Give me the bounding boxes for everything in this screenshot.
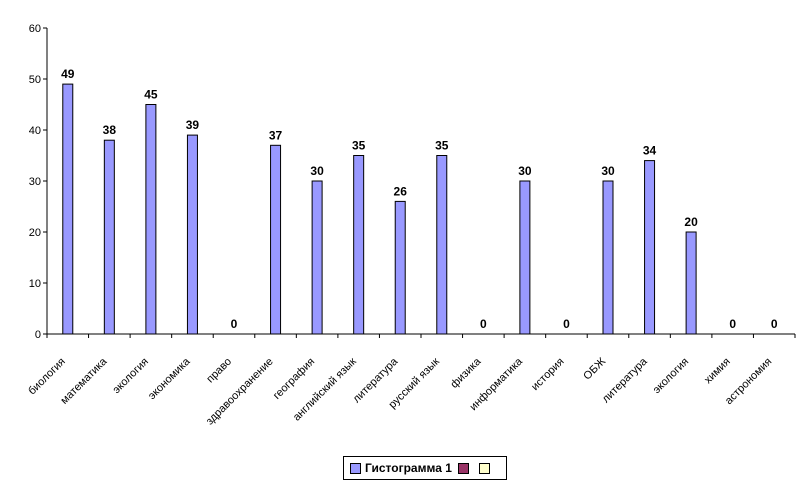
data-label: 0: [231, 317, 238, 331]
bar: [644, 160, 656, 335]
x-category-label: экономика: [146, 355, 193, 402]
legend: Гистограмма 1: [343, 456, 507, 480]
data-label: 34: [643, 144, 657, 158]
x-category-label: экология: [651, 356, 691, 396]
y-tick-label: 40: [29, 125, 41, 137]
data-label: 30: [518, 164, 532, 178]
data-label: 0: [563, 317, 570, 331]
bar: [685, 231, 697, 335]
x-category-label: экология: [111, 356, 151, 396]
y-tick-label: 30: [29, 176, 41, 188]
bar: [311, 180, 323, 335]
legend-swatch-series2: [457, 462, 469, 474]
x-category-label: химия: [702, 356, 733, 387]
data-label: 30: [601, 164, 615, 178]
bar: [394, 200, 406, 335]
data-label: 0: [480, 317, 487, 331]
data-label: 45: [144, 88, 158, 102]
legend-swatch-series1: [350, 462, 361, 474]
data-label: 35: [435, 139, 449, 153]
y-tick-label: 0: [35, 329, 41, 341]
y-axis-ticks: 0 10 20 30 40 50 60: [29, 23, 47, 341]
data-label: 0: [729, 317, 736, 331]
bar: [145, 104, 157, 335]
data-label: 26: [394, 184, 408, 198]
data-label: 38: [103, 123, 117, 137]
x-category-label: история: [529, 356, 566, 393]
y-tick-label: 50: [29, 74, 41, 86]
x-category-label: ОБЖ: [581, 356, 608, 383]
chart-axes: [46, 28, 796, 338]
bar: [270, 144, 282, 335]
bar: [353, 155, 365, 335]
data-label: 37: [269, 128, 283, 142]
data-label: 30: [310, 164, 324, 178]
bar: [519, 180, 531, 335]
y-tick-label: 10: [29, 278, 41, 290]
data-label: 20: [684, 215, 698, 229]
y-tick-label: 20: [29, 227, 41, 239]
data-label: 49: [61, 67, 75, 81]
bar: [103, 139, 115, 335]
data-label: 35: [352, 139, 366, 153]
data-labels: 49 38 45 39 0 37 30 35 26 35 0 30 0 30 34 20 0 0: [61, 67, 778, 331]
bar: [186, 134, 198, 335]
x-category-label: право: [204, 356, 234, 386]
legend-label-series1: Гистограмма 1: [365, 461, 452, 475]
bar: [436, 155, 448, 335]
legend-swatch-series3: [478, 462, 490, 474]
data-label: 39: [186, 118, 200, 132]
y-tick-label: 60: [29, 23, 41, 35]
bar: [602, 180, 614, 335]
x-category-label: литература: [600, 355, 650, 405]
x-category-label: биология: [26, 356, 68, 398]
data-label: 0: [771, 317, 778, 331]
bars: [62, 83, 697, 335]
x-category-label: физика: [448, 355, 484, 391]
bar: [62, 83, 74, 335]
